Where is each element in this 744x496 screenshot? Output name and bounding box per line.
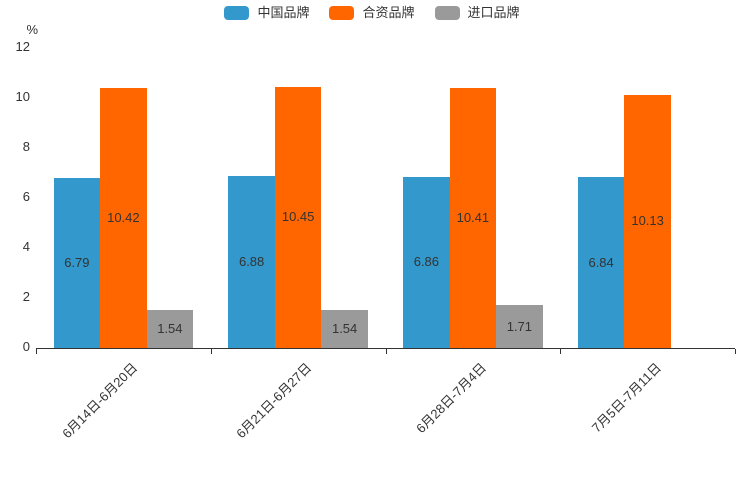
legend-swatch-icon [329, 6, 355, 20]
y-axis-tick-label: 4 [22, 239, 30, 254]
bar-中国品牌-0 [53, 178, 101, 348]
bar-进口品牌-0 [146, 309, 194, 348]
bar-value-label: 10.45 [281, 209, 315, 225]
legend-label: 进口品牌 [467, 5, 520, 20]
bar-进口品牌-1 [321, 309, 368, 348]
bar-进口品牌-2 [496, 305, 543, 348]
y-axis-tick-label: 10 [15, 89, 30, 104]
x-axis-line [36, 348, 735, 349]
legend-label: 合资品牌 [362, 5, 415, 20]
legend-item-series-1[interactable]: 合资品牌 [329, 5, 415, 20]
x-axis-tick [36, 349, 37, 354]
x-axis-tick [386, 349, 387, 354]
bar-value-label: 1.54 [157, 320, 183, 336]
y-axis-unit-label: % [26, 22, 38, 37]
y-axis-tick-label: 12 [15, 39, 30, 54]
y-axis-tick-label: 2 [22, 289, 30, 304]
bar-中国品牌-1 [228, 176, 275, 348]
y-axis-tick-label: 8 [22, 139, 30, 154]
bar-value-label: 6.88 [238, 254, 265, 269]
x-axis-category-label: 6月21日-6月27日 [233, 360, 315, 442]
bar-value-label: 6.79 [64, 255, 90, 271]
bar-合资品牌-0 [100, 87, 147, 348]
bar-value-label: 6.86 [413, 254, 440, 270]
bar-合资品牌-1 [274, 86, 322, 348]
x-axis-category-label: 6月28日-7月4日 [413, 360, 490, 437]
legend-item-series-0[interactable]: 中国品牌 [224, 6, 309, 20]
y-axis-tick-label: 6 [22, 189, 30, 204]
bar-value-label: 10.41 [456, 209, 490, 225]
legend-label: 中国品牌 [257, 5, 310, 20]
x-axis-tick [560, 349, 561, 354]
legend-swatch-icon [224, 6, 250, 20]
bar-value-label: 1.71 [506, 318, 533, 334]
legend-swatch-icon [434, 6, 460, 20]
bar-value-label: 6.84 [588, 254, 614, 270]
x-axis-tick [211, 349, 212, 354]
bar-合资品牌-3 [624, 94, 671, 348]
bar-value-label: 10.42 [107, 209, 140, 225]
legend: 中国品牌 合资品牌 进口品牌 [0, 6, 744, 20]
bar-value-label: 1.54 [331, 320, 358, 336]
legend-item-series-2[interactable]: 进口品牌 [434, 5, 520, 20]
bar-合资品牌-2 [449, 87, 497, 348]
bar-中国品牌-2 [403, 176, 450, 348]
y-axis-tick-label: 0 [22, 339, 30, 354]
x-axis-tick [735, 349, 736, 354]
x-axis-category-label: 6月14日-6月20日 [58, 360, 140, 442]
bar-中国品牌-3 [577, 177, 625, 348]
bar-value-label: 10.13 [631, 213, 664, 229]
x-axis-category-label: 7月5日-7月11日 [588, 360, 665, 436]
